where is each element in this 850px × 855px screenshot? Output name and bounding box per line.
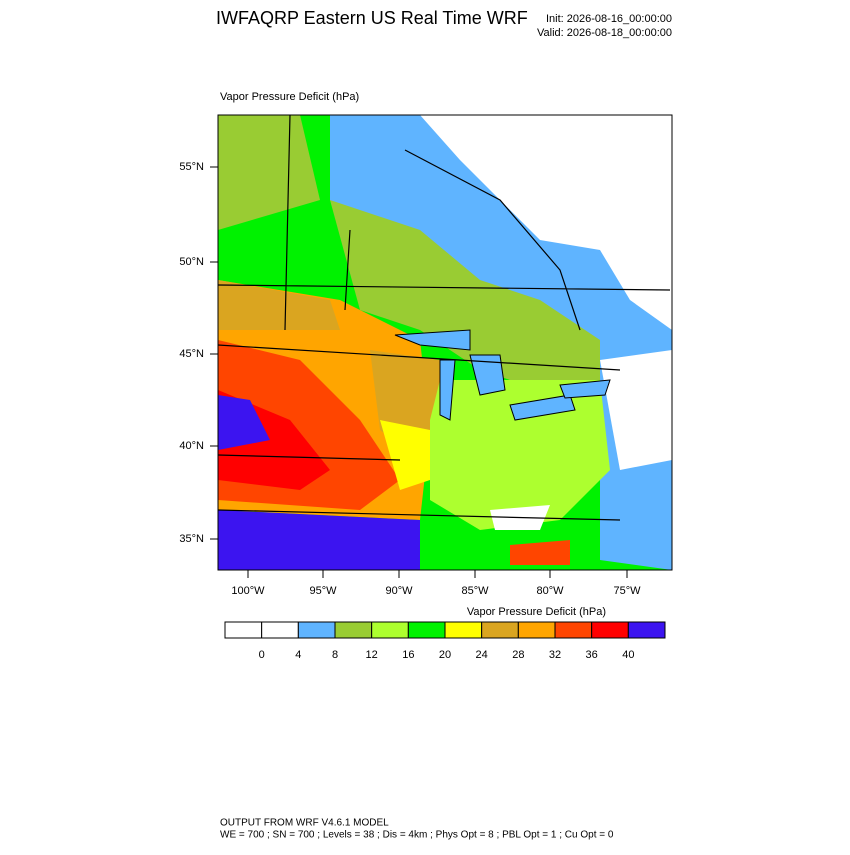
map-frame <box>217 114 673 571</box>
title: IWFAQRP Eastern US Real Time WRF <box>216 8 528 28</box>
lon-label: 75°W <box>613 585 641 597</box>
lat-label: 35°N <box>179 533 204 545</box>
colorbar-box <box>627 621 666 639</box>
lon-label: 95°W <box>309 585 337 597</box>
colorbar-box <box>591 621 629 639</box>
map-field <box>218 115 672 570</box>
colorbar-label: 20 <box>439 649 451 661</box>
valid-time: Valid: 2026-08-18_00:00:00 <box>537 27 672 39</box>
lat-label: 40°N <box>179 440 204 452</box>
field-label: Vapor Pressure Deficit (hPa) <box>220 91 359 103</box>
colorbar-box <box>554 621 593 639</box>
colorbar-title: Vapor Pressure Deficit (hPa) <box>467 606 606 618</box>
lat-axis: 55°N 50°N 45°N 40°N 35°N <box>179 161 218 545</box>
colorbar-label: 16 <box>402 649 414 661</box>
footer-line: OUTPUT FROM WRF V4.6.1 MODEL <box>220 818 389 829</box>
colorbar: 0 4 8 12 16 20 24 28 32 36 40 <box>224 621 666 661</box>
colorbar-label: 4 <box>295 649 301 661</box>
lon-label: 85°W <box>461 585 489 597</box>
colorbar-box <box>297 621 336 639</box>
footer-line: WE = 700 ; SN = 700 ; Levels = 38 ; Dis … <box>220 830 614 841</box>
colorbar-box <box>224 621 263 639</box>
lat-label: 55°N <box>179 161 204 173</box>
colorbar-label: 28 <box>512 649 524 661</box>
colorbar-box <box>407 621 446 639</box>
lat-label: 45°N <box>179 348 204 360</box>
colorbar-box <box>371 621 409 639</box>
colorbar-box <box>444 621 483 639</box>
lon-label: 80°W <box>536 585 564 597</box>
colorbar-box <box>481 621 519 639</box>
colorbar-label: 32 <box>549 649 561 661</box>
lon-axis: 100°W 95°W 90°W 85°W 80°W 75°W <box>231 570 641 597</box>
colorbar-label: 40 <box>622 649 634 661</box>
colorbar-label: 36 <box>586 649 598 661</box>
colorbar-label: 0 <box>259 649 265 661</box>
lon-label: 100°W <box>231 585 265 597</box>
colorbar-label: 8 <box>332 649 338 661</box>
lon-label: 90°W <box>385 585 413 597</box>
colorbar-box <box>334 621 373 639</box>
colorbar-label: 12 <box>366 649 378 661</box>
colorbar-box <box>261 621 299 639</box>
lat-label: 50°N <box>179 256 204 268</box>
colorbar-label: 24 <box>476 649 488 661</box>
colorbar-box <box>517 621 556 639</box>
init-time: Init: 2026-08-16_00:00:00 <box>546 13 672 25</box>
